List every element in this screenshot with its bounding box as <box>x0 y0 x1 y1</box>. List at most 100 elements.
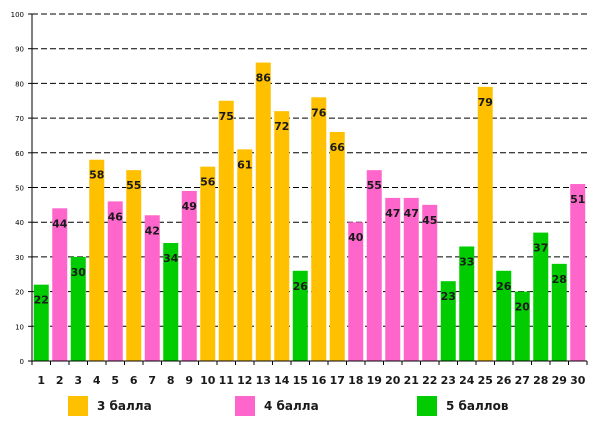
x-tick-label-5: 5 <box>111 374 119 387</box>
x-tick-label-28: 28 <box>533 374 548 387</box>
value-label-4: 58 <box>89 169 104 182</box>
bar-26 <box>496 270 512 361</box>
bar-8 <box>163 243 179 361</box>
value-label-10: 56 <box>200 176 216 189</box>
x-tick-label-1: 1 <box>37 374 45 387</box>
x-tick-label-12: 12 <box>237 374 252 387</box>
bar-6 <box>126 170 142 361</box>
value-label-11: 75 <box>219 110 234 123</box>
bar-13 <box>255 62 271 362</box>
legend-swatch-5-ballov <box>417 396 437 416</box>
bar-19 <box>366 170 382 361</box>
x-axis-ticks: 1 2 3 4 5 6 7 8 9 10 11 12 13 14 15 16 17 18 19 20 21 22 23 24 2… <box>31 361 588 387</box>
legend-label-4-balla: 4 балла <box>264 399 319 413</box>
x-tick-label-25: 25 <box>478 374 493 387</box>
x-tick-label-9: 9 <box>185 374 193 387</box>
bar-2 <box>52 208 68 361</box>
legend-item-3-balla: 3 балла <box>68 395 152 417</box>
x-tick-label-26: 26 <box>496 374 512 387</box>
value-label-25: 79 <box>478 96 493 109</box>
value-label-1: 22 <box>34 294 49 307</box>
y-tick-label-40: 40 <box>15 219 24 227</box>
bar-29 <box>551 263 567 361</box>
legend-label-5-ballov: 5 баллов <box>446 399 509 413</box>
value-label-6: 55 <box>126 179 141 192</box>
y-tick-label-100: 100 <box>11 11 24 19</box>
bar-30 <box>570 184 586 361</box>
value-label-19: 55 <box>367 179 382 192</box>
x-tick-label-13: 13 <box>256 374 271 387</box>
value-label-15: 26 <box>293 280 309 293</box>
y-tick-label-50: 50 <box>15 185 24 193</box>
bar-15 <box>292 270 308 361</box>
value-label-7: 42 <box>145 224 160 237</box>
legend-item-4-balla: 4 балла <box>235 395 319 417</box>
bar-9 <box>181 190 197 361</box>
bar-22 <box>422 204 438 361</box>
value-label-2: 44 <box>52 217 68 230</box>
value-label-20: 47 <box>385 207 400 220</box>
y-tick-label-70: 70 <box>15 115 24 123</box>
value-label-28: 37 <box>533 242 548 255</box>
x-tick-label-16: 16 <box>311 374 327 387</box>
bar-25 <box>477 86 493 362</box>
x-tick-label-15: 15 <box>293 374 308 387</box>
value-label-3: 30 <box>71 266 87 279</box>
bar-12 <box>237 149 253 361</box>
x-tick-label-22: 22 <box>422 374 437 387</box>
x-tick-label-23: 23 <box>441 374 456 387</box>
y-tick-label-30: 30 <box>15 254 24 262</box>
x-tick-label-29: 29 <box>552 374 567 387</box>
bar-27 <box>514 291 530 361</box>
bar-17 <box>329 131 345 361</box>
y-tick-label-0: 0 <box>20 358 24 366</box>
x-tick-label-6: 6 <box>130 374 138 387</box>
value-label-9: 49 <box>182 200 197 213</box>
value-label-29: 28 <box>552 273 567 286</box>
value-label-16: 76 <box>311 106 327 119</box>
y-tick-label-80: 80 <box>15 80 24 88</box>
x-tick-label-14: 14 <box>274 374 290 387</box>
value-label-13: 86 <box>256 72 272 85</box>
value-label-27: 20 <box>515 301 531 314</box>
bar-18 <box>348 222 364 361</box>
bar-23 <box>440 281 456 361</box>
x-tick-label-24: 24 <box>459 374 475 387</box>
value-label-12: 61 <box>237 158 252 171</box>
value-label-21: 47 <box>404 207 419 220</box>
bar-3 <box>70 256 86 361</box>
x-tick-label-4: 4 <box>93 374 101 387</box>
bar-20 <box>385 197 401 361</box>
legend-item-5-ballov: 5 баллов <box>417 395 508 417</box>
value-label-18: 40 <box>348 231 364 244</box>
legend-swatch-3-balla <box>68 396 88 416</box>
x-tick-label-20: 20 <box>385 374 401 387</box>
bar-1 <box>33 284 49 361</box>
gridlines <box>32 13 587 327</box>
bars <box>33 62 586 362</box>
value-label-5: 46 <box>108 210 124 223</box>
x-tick-label-8: 8 <box>167 374 175 387</box>
legend-label-3-balla: 3 балла <box>97 399 152 413</box>
value-label-30: 51 <box>570 193 585 206</box>
x-tick-label-2: 2 <box>56 374 64 387</box>
legend-swatch-4-balla <box>235 396 255 416</box>
x-tick-label-27: 27 <box>515 374 530 387</box>
value-label-8: 34 <box>163 252 179 265</box>
y-tick-label-20: 20 <box>15 289 24 297</box>
x-tick-label-10: 10 <box>200 374 216 387</box>
bar-10 <box>200 166 216 361</box>
y-tick-label-10: 10 <box>15 323 24 331</box>
bar-14 <box>274 111 290 361</box>
bar-21 <box>403 197 419 361</box>
x-tick-label-11: 11 <box>219 374 234 387</box>
bar-7 <box>144 215 160 361</box>
bar-4 <box>89 159 105 361</box>
x-tick-label-3: 3 <box>74 374 82 387</box>
bar-5 <box>107 201 123 361</box>
value-label-22: 45 <box>422 214 437 227</box>
value-label-26: 26 <box>496 280 512 293</box>
x-tick-label-18: 18 <box>348 374 363 387</box>
y-tick-label-90: 90 <box>15 46 24 54</box>
